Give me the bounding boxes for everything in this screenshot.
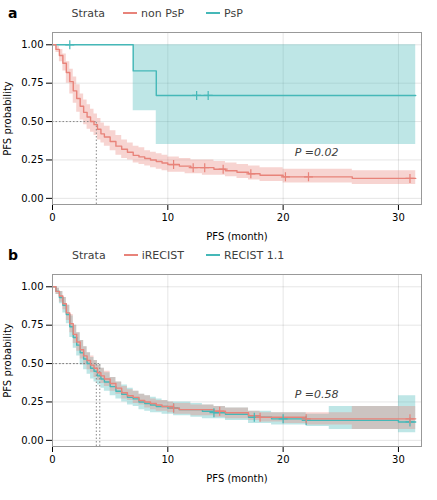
html-text:PsP: PsP (224, 6, 243, 20)
svg-text:P =0.02: P =0.02 (295, 146, 339, 159)
svg-text:0.25: 0.25 (21, 154, 43, 165)
svg-text:PFS probability: PFS probability (2, 81, 13, 156)
svg-text:0.00: 0.00 (21, 435, 43, 446)
svg-text:0.75: 0.75 (21, 319, 43, 330)
svg-text:10: 10 (161, 454, 174, 465)
svg-text:0.00: 0.00 (21, 193, 43, 204)
svg-text:10: 10 (161, 212, 174, 223)
html-text:RECIST 1.1: RECIST 1.1 (223, 248, 285, 262)
svg-text:PFS probability: PFS probability (2, 323, 13, 398)
svg-text:0.50: 0.50 (21, 116, 43, 127)
svg-text:1.00: 1.00 (21, 281, 43, 292)
svg-text:PFS (month): PFS (month) (206, 231, 267, 242)
svg-text:0: 0 (49, 454, 55, 465)
svg-text:20: 20 (277, 212, 290, 223)
svg-text:0.50: 0.50 (21, 358, 43, 369)
svg-text:0.25: 0.25 (21, 396, 43, 407)
svg-text:30: 30 (392, 454, 405, 465)
html-text:b: b (8, 247, 18, 263)
html-text:iRECIST: iRECIST (141, 248, 184, 262)
svg-text:P =0.58: P =0.58 (295, 388, 339, 401)
svg-text:0.75: 0.75 (21, 77, 43, 88)
svg-text:1.00: 1.00 (21, 39, 43, 50)
html-text:Strata: Strata (72, 248, 106, 262)
svg-text:PFS (month): PFS (month) (206, 473, 267, 484)
html-text:non PsP: non PsP (141, 6, 185, 20)
html-text:a: a (8, 5, 18, 21)
html-text:Strata: Strata (71, 6, 106, 20)
svg-text:0: 0 (49, 212, 55, 223)
svg-text:30: 30 (392, 212, 405, 223)
svg-text:20: 20 (277, 454, 290, 465)
